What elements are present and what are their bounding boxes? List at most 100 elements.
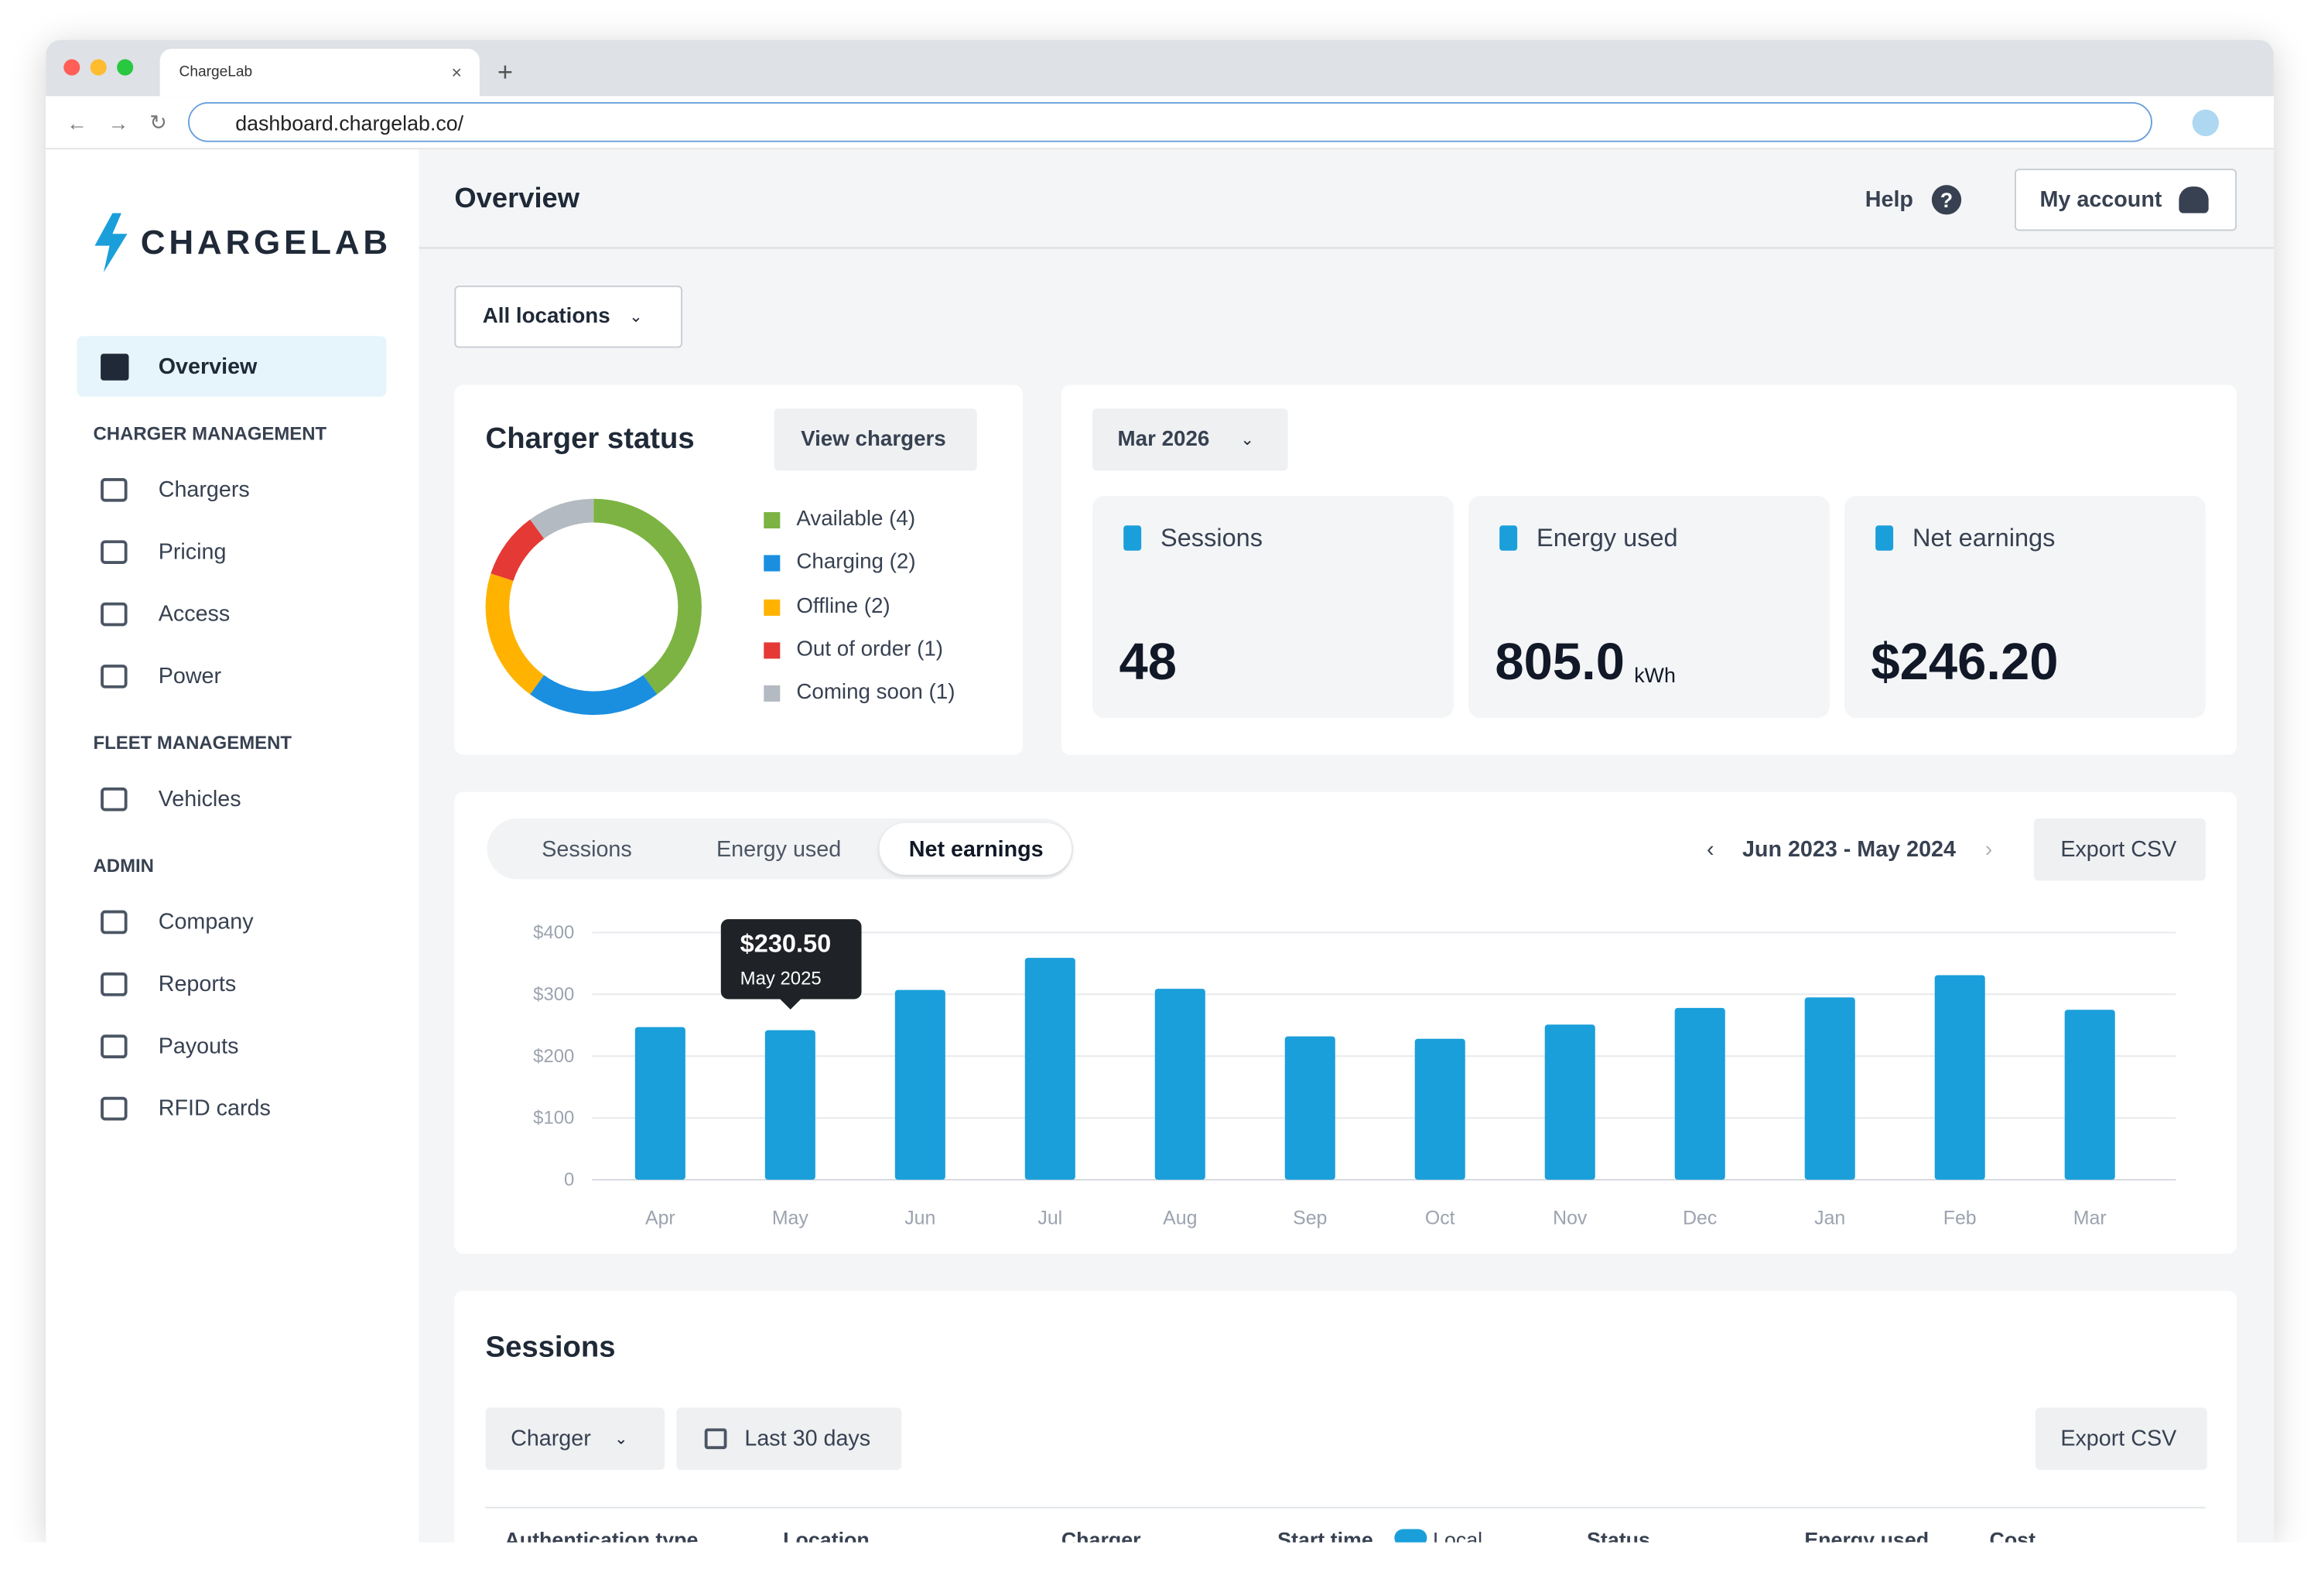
bar	[634, 1027, 685, 1180]
x-tick-label: Oct	[1425, 1207, 1455, 1229]
stat-icon	[1499, 525, 1518, 551]
nav-item[interactable]: Chargers	[158, 477, 250, 503]
nav-item[interactable]: Company	[158, 909, 254, 935]
nav-icon	[101, 1034, 128, 1059]
stat-card	[1092, 495, 1454, 718]
chart-tab[interactable]: Sessions	[542, 836, 632, 863]
chevron: ⌄	[629, 308, 643, 326]
bar	[764, 1030, 815, 1180]
help[interactable]: Help	[1865, 187, 1913, 213]
chart-tab[interactable]: Net earnings	[908, 836, 1044, 863]
legend-swatch	[764, 512, 781, 529]
bar	[2064, 1010, 2115, 1180]
stat-icon	[1123, 525, 1142, 551]
export-button[interactable]	[2033, 819, 2206, 881]
nav-item[interactable]: Overview	[158, 354, 258, 380]
y-tick-label: $300	[533, 984, 574, 1005]
bar	[1674, 1007, 1725, 1180]
nav-heading: FLEET MANAGEMENT	[93, 733, 292, 754]
export-button[interactable]	[2035, 1407, 2207, 1470]
location-filter[interactable]	[454, 285, 683, 348]
tooltip-value: $230.50	[740, 929, 832, 958]
legend-label: Out of order (1)	[796, 637, 944, 662]
button[interactable]	[774, 408, 977, 471]
x-tick-label: May	[772, 1207, 809, 1229]
nav-button[interactable]: ←	[67, 111, 87, 135]
bar	[1154, 989, 1205, 1180]
legend-swatch	[764, 642, 781, 659]
nav-button[interactable]: →	[108, 111, 129, 135]
tab[interactable]	[159, 49, 480, 97]
donut-segment	[530, 675, 658, 716]
help-icon: ?	[1931, 185, 1962, 215]
nav-heading: ADMIN	[93, 855, 154, 877]
x-tick-label: Feb	[1943, 1207, 1977, 1229]
chevron: ⌄	[1240, 431, 1254, 449]
toggle[interactable]	[1394, 1529, 1427, 1547]
bar	[1544, 1024, 1595, 1180]
tab-close: ×	[451, 62, 462, 84]
donut-segment	[530, 498, 594, 539]
window-dot	[63, 59, 80, 76]
donut-segment	[593, 498, 702, 695]
location-label: All locations	[482, 305, 610, 329]
mask-bottom	[0, 1542, 2321, 1596]
prev[interactable]: ‹	[1707, 836, 1714, 863]
nav-item[interactable]: Payouts	[158, 1034, 239, 1059]
profile[interactable]	[2192, 109, 2220, 137]
stat-label: Sessions	[1160, 524, 1263, 552]
tab-active[interactable]	[879, 822, 1072, 875]
x-tick-label: Nov	[1553, 1207, 1588, 1229]
tooltip-arrow	[778, 997, 803, 1010]
logo-bolt	[94, 213, 128, 273]
nav-button[interactable]: ↻	[149, 110, 167, 135]
nav-item[interactable]: RFID cards	[158, 1095, 271, 1122]
window-dot	[90, 59, 107, 76]
tab-title: ChargeLab	[179, 64, 253, 81]
url-bar[interactable]	[187, 102, 2152, 142]
stat-value: 805.0	[1495, 633, 1625, 692]
nav-item[interactable]: Power	[158, 664, 222, 689]
button-label: View chargers	[801, 427, 946, 452]
account: My account	[2039, 187, 2162, 213]
month-label: Mar 2026	[1117, 427, 1210, 452]
tooltip	[720, 919, 862, 1000]
url: dashboard.chargelab.co/	[235, 111, 464, 135]
x-tick-label: Aug	[1163, 1207, 1197, 1229]
legend-label: Charging (2)	[796, 551, 916, 575]
new-tab: +	[497, 56, 513, 87]
nav-icon	[101, 1096, 128, 1121]
nav-item[interactable]: Access	[158, 601, 231, 627]
y-tick-label: $400	[533, 922, 574, 943]
stat-label: Energy used	[1537, 524, 1678, 552]
filter-label: Charger	[511, 1426, 591, 1451]
stat-value: 48	[1119, 633, 1177, 692]
nav-icon	[101, 477, 128, 502]
legend-swatch	[764, 599, 781, 616]
nav-item[interactable]: Vehicles	[158, 786, 241, 812]
chart-tab[interactable]: Energy used	[716, 836, 842, 863]
filter-button[interactable]	[676, 1407, 902, 1470]
date-range: Jun 2023 - May 2024	[1742, 836, 1956, 863]
legend-label: Coming soon (1)	[796, 681, 955, 706]
nav-icon	[101, 972, 128, 996]
stat-label: Net earnings	[1912, 524, 2056, 552]
bar	[1024, 958, 1075, 1180]
bar	[1414, 1038, 1465, 1180]
donut-segment	[485, 573, 545, 695]
nav-item[interactable]: Pricing	[158, 539, 227, 565]
export-label: Export CSV	[2060, 836, 2177, 863]
stat-value: $246.20	[1871, 633, 2059, 692]
x-tick-label: Jan	[1814, 1207, 1845, 1229]
next[interactable]: ›	[1984, 836, 1993, 863]
x-tick-label: Dec	[1683, 1207, 1717, 1229]
legend-label: Available (4)	[796, 508, 916, 531]
nav-item[interactable]: Reports	[158, 972, 237, 997]
month-button[interactable]	[1092, 408, 1288, 471]
table-rule	[485, 1506, 2206, 1509]
filter-button[interactable]	[485, 1407, 665, 1470]
bar	[1284, 1036, 1335, 1180]
legend-label: Offline (2)	[796, 594, 890, 618]
nav-icon	[101, 787, 128, 812]
